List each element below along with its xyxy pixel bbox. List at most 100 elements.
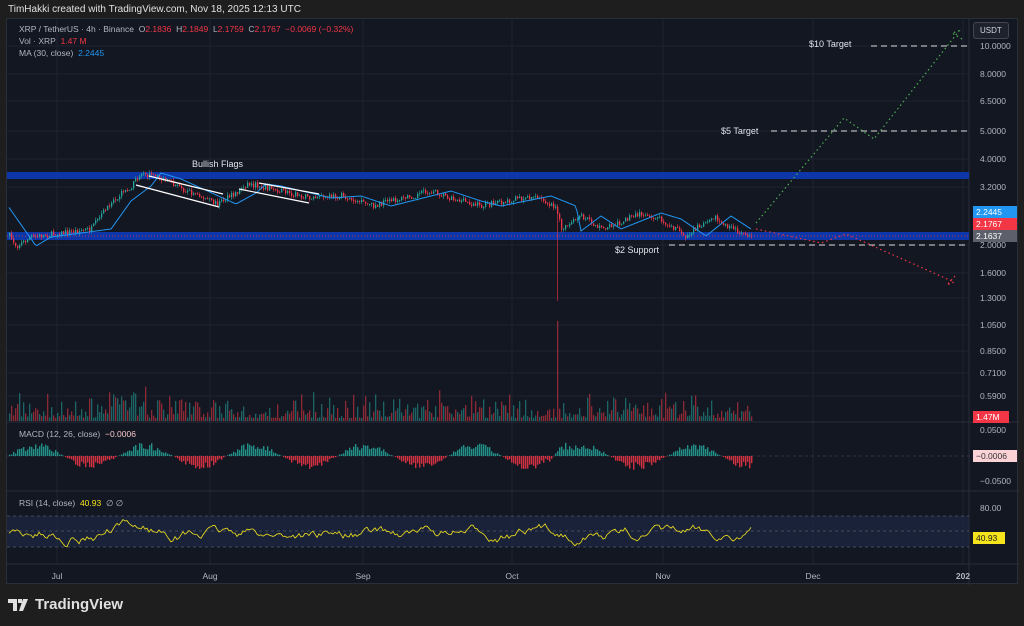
macd-bar <box>65 456 67 458</box>
candle <box>133 181 135 189</box>
candle <box>453 196 455 201</box>
volume-bar <box>625 397 627 421</box>
volume-legend[interactable]: Vol · XRP 1.47 M <box>19 36 87 46</box>
rsi-band <box>7 516 969 547</box>
rsi-label: RSI (14, close) <box>19 498 76 508</box>
volume-bar <box>11 405 13 421</box>
macd-bar <box>49 449 51 456</box>
macd-bar <box>513 456 515 464</box>
candle <box>227 195 229 201</box>
macd-bar <box>457 450 459 456</box>
volume-bar <box>155 417 157 421</box>
volume-bar <box>581 416 583 421</box>
candle <box>123 191 125 192</box>
volume-bar <box>551 417 553 421</box>
candle <box>577 219 579 221</box>
candle <box>309 195 311 200</box>
volume-bar <box>481 407 483 421</box>
currency-button[interactable]: USDT <box>973 22 1009 39</box>
candle <box>549 203 551 206</box>
candle <box>341 193 343 198</box>
candle <box>747 234 749 237</box>
volume-bar <box>467 416 469 421</box>
macd-bar <box>701 445 703 456</box>
macd-bar <box>123 452 125 456</box>
ma-legend[interactable]: MA (30, close) 2.2445 <box>19 48 104 58</box>
macd-bar <box>479 443 481 456</box>
macd-bar <box>619 456 621 462</box>
volume-bar <box>535 415 537 421</box>
macd-bar <box>603 451 605 456</box>
candle <box>289 190 291 194</box>
volume-bar <box>707 407 709 421</box>
chart-area[interactable]: XRP / TetherUS · 4h · Binance O2.1836 H2… <box>6 18 1019 585</box>
macd-bar <box>37 448 39 456</box>
target-5-label[interactable]: $5 Target <box>721 126 759 136</box>
candle <box>739 232 741 234</box>
candle <box>143 173 145 174</box>
rsi-legend[interactable]: RSI (14, close) 40.93 ∅ ∅ <box>19 498 123 509</box>
macd-bar <box>259 448 261 456</box>
volume-bar <box>237 412 239 421</box>
macd-bar <box>143 448 145 456</box>
candle <box>307 194 309 196</box>
macd-bar <box>617 456 619 461</box>
macd-bar <box>161 452 163 456</box>
volume-bar <box>219 406 221 421</box>
candle <box>477 202 479 206</box>
macd-bar <box>727 456 729 460</box>
candle <box>433 191 435 194</box>
macd-bar <box>575 445 577 456</box>
macd-bar <box>315 456 317 466</box>
candle <box>461 200 463 202</box>
macd-bar <box>291 456 293 463</box>
volume-bar <box>425 410 427 421</box>
macd-bar <box>735 456 737 466</box>
volume-bar <box>353 394 355 421</box>
macd-bar <box>23 447 25 456</box>
volume-bar <box>273 417 275 421</box>
candle <box>355 201 357 203</box>
candle <box>523 199 525 201</box>
volume-bar <box>119 404 121 421</box>
macd-bar <box>397 456 399 459</box>
volume-bar <box>587 397 589 421</box>
bullish-flags-label[interactable]: Bullish Flags <box>192 159 244 169</box>
support-2-label[interactable]: $2 Support <box>615 245 660 255</box>
candle <box>741 232 743 234</box>
chart-canvas[interactable] <box>7 19 1019 585</box>
macd-bar <box>499 454 501 456</box>
volume-bar <box>497 408 499 421</box>
macd-bar <box>231 453 233 456</box>
candle <box>53 231 55 236</box>
flag-line <box>148 175 224 195</box>
macd-bar <box>381 451 383 456</box>
macd-bar <box>385 451 387 456</box>
macd-bar <box>325 456 327 462</box>
candle <box>217 201 219 207</box>
volume-value: 1.47 M <box>60 36 87 46</box>
macd-bar <box>115 456 117 458</box>
volume-bar <box>21 416 23 421</box>
volume-bar <box>623 409 625 421</box>
candle <box>151 173 153 175</box>
symbol[interactable]: XRP / TetherUS · 4h · Binance <box>19 24 134 34</box>
volume-bar <box>283 416 285 421</box>
macd-bar <box>411 456 413 465</box>
volume-bar <box>629 403 631 421</box>
macd-bar <box>593 445 595 456</box>
tradingview-logo[interactable]: TradingView <box>8 596 123 613</box>
macd-bar <box>243 444 245 456</box>
macd-legend[interactable]: MACD (12, 26, close) −0.0006 <box>19 429 136 439</box>
candle <box>391 199 393 202</box>
target-10-label[interactable]: $10 Target <box>809 39 852 49</box>
volume-bar <box>415 407 417 421</box>
ma-line <box>8 172 752 246</box>
candle <box>253 183 255 188</box>
macd-bar <box>527 456 529 469</box>
volume-bar <box>321 404 323 421</box>
rsi-tag: 40.93 <box>973 532 1005 544</box>
macd-bar <box>615 456 617 461</box>
candle <box>213 199 215 205</box>
candle <box>257 182 259 188</box>
